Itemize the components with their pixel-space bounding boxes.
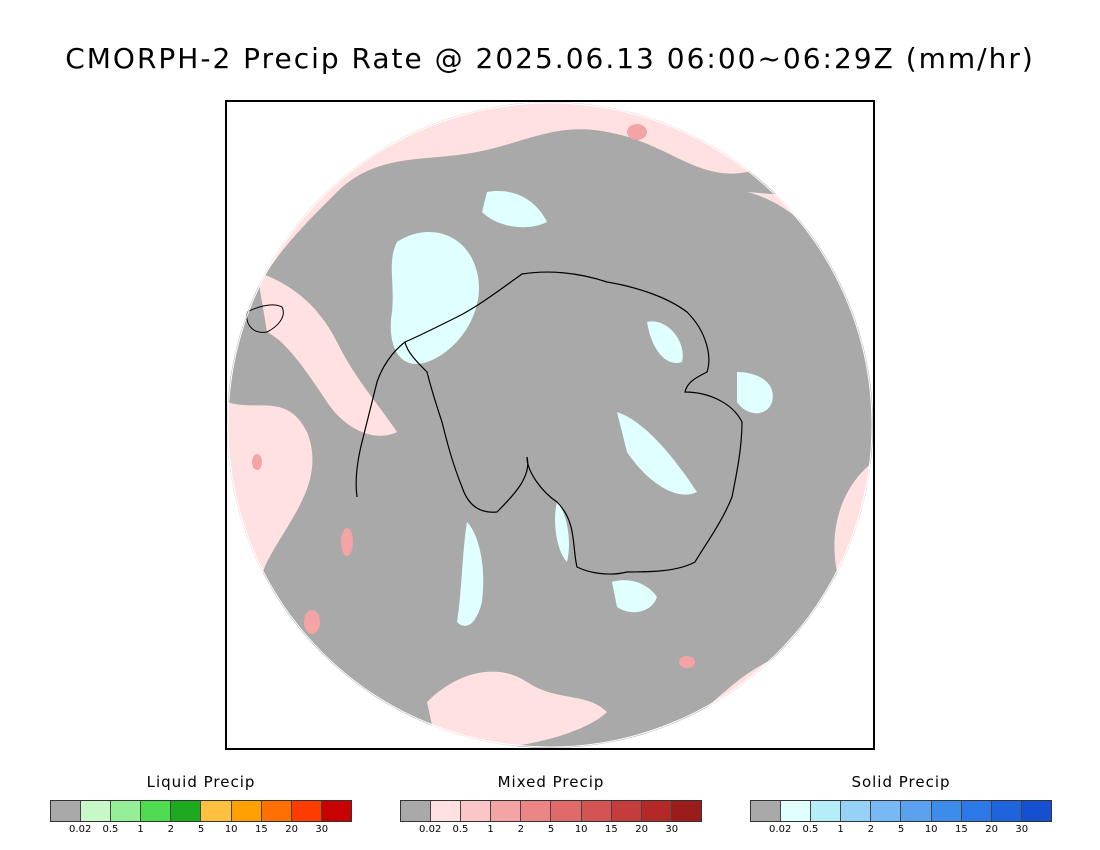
legend-swatch [261,801,292,821]
legend-swatch [141,801,172,821]
legend-tick-label: 15 [955,824,968,835]
legend-swatch [871,801,902,821]
legend-swatch [581,801,612,821]
legend-tick-label: 2 [867,824,874,835]
solid-precip-region [482,191,547,228]
legend-ticks: 0.02 0.5 1 2 5 10 15 20 30 [400,824,702,838]
legend-mixed: Mixed Precip 0.02 0.5 1 2 5 10 15 20 30 [400,772,702,838]
legend-tick-label: 10 [924,824,938,835]
legend-tick-label: 15 [605,824,618,835]
legend-tick-label: 5 [197,824,205,835]
legend-swatch [781,801,812,821]
solid-precip-region [457,522,484,626]
legend-swatch [491,801,522,821]
solid-precip-region [555,502,569,562]
legend-color-bar [750,800,1052,822]
solid-precip-region [647,321,683,363]
legend-swatch [641,801,672,821]
legend-tick-label: 0.5 [802,824,819,835]
legend-swatch [961,801,992,821]
legend-swatch [551,801,582,821]
legend-ticks: 0.02 0.5 1 2 5 10 15 20 30 [750,824,1052,838]
legend-swatch [321,801,351,821]
legend-tick-label: 30 [1015,824,1029,835]
legend-swatch [461,801,492,821]
globe-outline [227,102,873,748]
legend-swatch [231,801,262,821]
legend-tick-label: 5 [547,824,555,835]
legend-ticks: 0.02 0.5 1 2 5 10 15 20 30 [50,824,352,838]
legend-tick-label: 1 [837,824,844,835]
legend-swatch [931,801,962,821]
solid-precip-region [617,412,697,495]
legend-tick-label: 30 [315,824,329,835]
legend-tick-label: 5 [897,824,905,835]
legend-swatch [291,801,322,821]
legend-tick-label: 0.5 [102,824,119,835]
liquid-precip-spot [657,731,667,737]
legend-swatch [811,801,842,821]
legend-swatch [171,801,202,821]
legend-tick-label: 20 [985,824,998,835]
legend-title: Mixed Precip [497,773,605,791]
precip-map [227,102,873,748]
legend-swatch [51,801,82,821]
map-title: CMORPH-2 Precip Rate @ 2025.06.13 06:00~… [65,42,1035,75]
globe-disk [227,102,873,748]
islands-coastline [246,304,284,333]
map-frame [225,100,875,750]
legend-solid: Solid Precip 0.02 0.5 1 2 5 10 15 20 30 [750,772,1052,838]
legend-swatch [841,801,872,821]
legend-tick-label: 0.5 [452,824,469,835]
legend-tick-label: 0.02 [769,824,792,835]
antarctic-peninsula [355,341,406,498]
mixed-precip-spot [627,124,647,140]
mixed-precip-spot [341,528,353,556]
legend-liquid: Liquid Precip 0.02 0.5 1 2 5 10 15 20 30 [50,772,352,838]
legend-tick-label: 20 [635,824,648,835]
solid-precip-region [737,372,773,414]
legend-swatch [401,801,432,821]
legend-title: Liquid Precip [146,773,256,791]
legend-tick-label: 10 [574,824,588,835]
solid-precip-region [390,232,479,364]
mixed-precip-spot [679,656,695,668]
legend-swatch [671,801,701,821]
antarctica-coastline [404,271,743,575]
legend-swatch [611,801,642,821]
legend-tick-label: 0.02 [69,824,92,835]
legend-tick-label: 1 [487,824,494,835]
mixed-precip-region [227,102,873,362]
legend-tick-label: 20 [285,824,298,835]
legend-swatch [81,801,112,821]
legend-swatch [1021,801,1051,821]
legend-tick-label: 30 [665,824,679,835]
mixed-precip-region [257,272,397,436]
mixed-precip-spot [252,454,262,470]
legend-tick-label: 15 [255,824,268,835]
legend-swatch [521,801,552,821]
legend-title: Solid Precip [851,773,951,791]
legend-swatch [901,801,932,821]
legend-tick-label: 2 [517,824,524,835]
legend-swatch [751,801,782,821]
legend-tick-label: 0.02 [419,824,442,835]
liquid-precip-spot [748,682,756,686]
legend-swatch [201,801,232,821]
mixed-precip-region [427,671,607,748]
mixed-precip-spot [304,610,320,634]
legend-color-bar [400,800,702,822]
legend-swatch [111,801,142,821]
legend-tick-label: 1 [137,824,144,835]
legend-tick-label: 2 [167,824,174,835]
legend-swatch [991,801,1022,821]
legend-color-bar [50,800,352,822]
legend-tick-label: 10 [224,824,238,835]
legend-swatch [431,801,462,821]
solid-precip-region [612,580,657,613]
